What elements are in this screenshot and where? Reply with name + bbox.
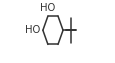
Text: HO: HO bbox=[39, 3, 54, 13]
Text: HO: HO bbox=[25, 25, 40, 35]
